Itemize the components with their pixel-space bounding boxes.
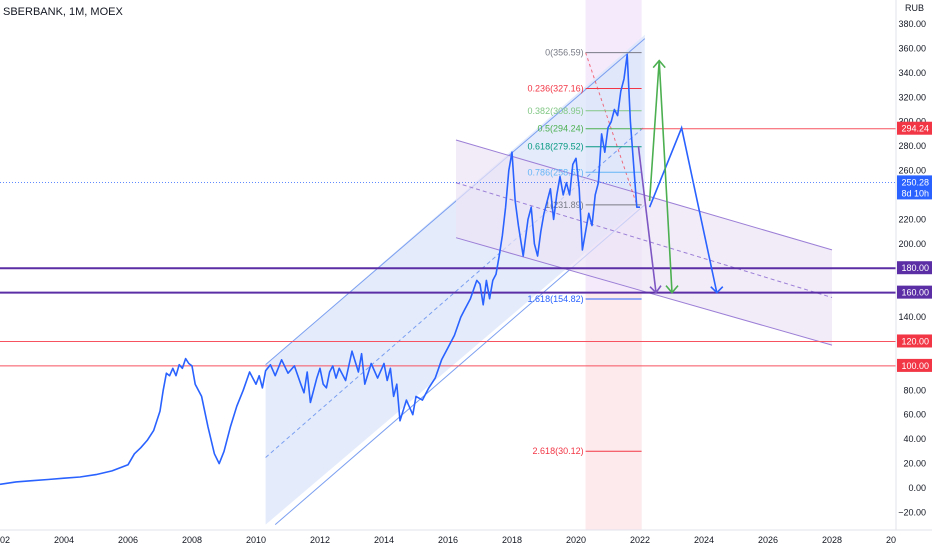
x-tick-label: 2016: [438, 535, 458, 545]
green-down-arrowhead: [665, 285, 679, 294]
y-tick-label: 0.00: [908, 483, 926, 493]
y-tick-label: 260.00: [898, 166, 926, 176]
tag-120: 120.00: [901, 336, 929, 346]
x-tick-label: 2014: [374, 535, 394, 545]
y-tick-label: 280.00: [898, 141, 926, 151]
fib-level-label: 0.786(258.57): [528, 167, 584, 177]
projected-path: [648, 125, 718, 293]
projection-layer: [637, 59, 724, 294]
price-series-layer: [0, 53, 640, 486]
ascending-channel-upper: [265, 38, 646, 366]
y-tick-label: 340.00: [898, 68, 926, 78]
horizontal-levels-layer: [0, 128, 896, 367]
tag-180: 180.00: [901, 263, 929, 273]
fib-level-label: 1.618(154.82): [528, 294, 584, 304]
y-tick-label: 40.00: [903, 434, 926, 444]
y-tick-label: 80.00: [903, 385, 926, 395]
x-tick-label: 2010: [246, 535, 266, 545]
y-tick-label: 320.00: [898, 92, 926, 102]
x-tick-label: 2024: [694, 535, 714, 545]
y-tick-label: 360.00: [898, 43, 926, 53]
x-tick-label: 2008: [182, 535, 202, 545]
symbol-legend[interactable]: SBERBANK, 1M, MOEX: [3, 6, 123, 18]
purple-down-arrowhead: [649, 285, 662, 294]
tag-294-bg: [897, 121, 932, 135]
price-line: [0, 53, 640, 486]
y-tick-label: 380.00: [898, 19, 926, 29]
y-tick-label: 140.00: [898, 312, 926, 322]
x-tick-label: 2020: [566, 535, 586, 545]
x-tick-label: 2022: [630, 535, 650, 545]
currency-label[interactable]: RUB: [905, 3, 925, 13]
time-axis[interactable]: 02 2004 2006 2008 2010 2012 2014 2016 2018 2020 20…: [0, 535, 896, 545]
x-tick-label: 2028: [822, 535, 842, 545]
purple-down-arrow: [637, 146, 657, 293]
tag-294: 294.24: [901, 124, 929, 134]
tag-last-price: 250.28: [901, 177, 929, 187]
x-tick-label: 2018: [502, 535, 522, 545]
fib-level-label: 2.618(30.12): [533, 446, 584, 456]
descending-channel-median: [455, 182, 833, 298]
x-tick-label: 2006: [118, 535, 138, 545]
tag-last-price-countdown: 8d 10h: [901, 188, 929, 198]
fib-level-label: 0.236(327.16): [528, 84, 584, 94]
fib-level-label: 0.5(294.24): [538, 124, 584, 134]
y-tick-label: 200.00: [898, 239, 926, 249]
fib-level-label: 1(231.89): [545, 200, 584, 210]
x-tick-label: 02: [0, 535, 10, 545]
tag-100: 100.00: [901, 361, 929, 371]
tag-last-price-bg: [897, 175, 932, 200]
x-tick-label: 20: [886, 535, 896, 545]
ascending-channel-fill: [265, 34, 645, 525]
tag-180-bg: [897, 261, 932, 275]
y-tick-label: 220.00: [898, 214, 926, 224]
tag-160-bg: [897, 285, 932, 299]
tag-100-bg: [897, 358, 932, 372]
fib-retracement-layer: 0(356.59) 0.236(327.16) 0.382(308.95) 0.5(2…: [528, 48, 642, 456]
fib-level-label: 0.618(279.52): [528, 142, 584, 152]
y-tick-label: 300.00: [898, 117, 926, 127]
fib-level-label: 0(356.59): [545, 48, 584, 58]
descending-channel-lower: [455, 237, 833, 346]
fib-level-label: 0.382(308.95): [528, 106, 584, 116]
y-tick-label: −20.00: [898, 507, 926, 517]
projected-path-arrowhead: [710, 286, 724, 294]
x-tick-label: 2004: [54, 535, 74, 545]
y-tick-label: 60.00: [903, 410, 926, 420]
tag-120-bg: [897, 334, 932, 348]
x-tick-label: 2012: [310, 535, 330, 545]
tag-160: 160.00: [901, 288, 929, 298]
fib-zone-band-lower: [585, 292, 642, 530]
y-tick-label: 20.00: [903, 459, 926, 469]
x-tick-label: 2026: [758, 535, 778, 545]
green-up-arrowhead: [652, 59, 666, 69]
